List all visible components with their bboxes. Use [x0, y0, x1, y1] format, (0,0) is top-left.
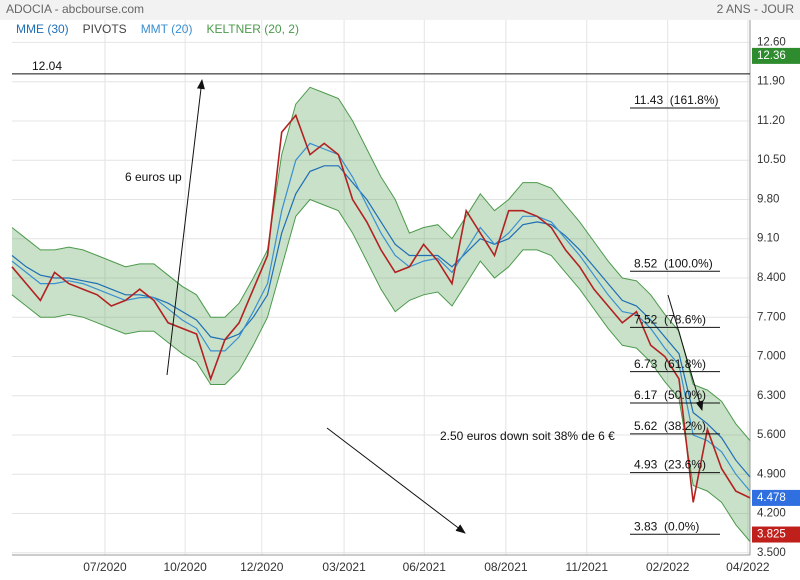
moving-average: [11, 142, 751, 492]
header-title: ADOCIA - abcbourse.com: [6, 2, 144, 16]
fib-label: 7.52 (78.6%): [634, 312, 706, 326]
legend-entry: PIVOTS: [83, 22, 127, 36]
keltner-lower: [11, 198, 751, 542]
price-marker: [752, 526, 800, 543]
fib-label: 8.52 (100.0%): [634, 256, 713, 270]
y-tick-label: 9.80: [757, 193, 779, 205]
y-tick-label: 7.000: [757, 351, 786, 363]
annotation: 2.50 euros down soit 38% de 6 €: [440, 429, 615, 443]
fib-label: 4.93 (23.6%): [634, 458, 706, 472]
x-tick-label: 08/2021: [484, 560, 528, 574]
y-tick-label: 10.50: [757, 154, 786, 166]
annotation: 6 euros up: [125, 170, 182, 184]
keltner-fill: [12, 87, 750, 542]
y-tick-label: 3.500: [757, 547, 786, 559]
y-tick-label: 6.300: [757, 390, 786, 402]
legend-entry: MME (30): [16, 22, 69, 36]
x-tick-label: 10/2020: [163, 560, 207, 574]
arrow: [166, 79, 205, 376]
arrow: [667, 294, 704, 411]
header-period: 2 ANS - JOUR: [717, 2, 795, 16]
fib-label: 3.83 (0.0%): [634, 519, 699, 533]
price-marker-label: 3.825: [757, 529, 786, 541]
legend-entry: KELTNER (20, 2): [206, 22, 298, 36]
plot-area: [11, 20, 751, 556]
x-tick-label: 06/2021: [403, 560, 447, 574]
y-tick-label: 4.900: [757, 468, 786, 480]
y-tick-label: 4.200: [757, 508, 786, 520]
x-tick-label: 04/2022: [726, 560, 770, 574]
x-tick-label: 03/2021: [322, 560, 366, 574]
y-tick-label: 12.60: [757, 36, 786, 48]
header-bar: [0, 0, 800, 20]
price-line: [11, 113, 751, 503]
x-tick-label: 12/2020: [240, 560, 284, 574]
fib-label: 6.17 (50.0%): [634, 388, 706, 402]
fib-label: 6.73 (61.8%): [634, 357, 706, 371]
price-marker: [752, 489, 800, 506]
y-tick-label: 11.90: [757, 76, 785, 88]
fib-label: 11.43 (161.8%): [634, 93, 719, 107]
x-tick-label: 11/2021: [566, 560, 609, 574]
legend-entry: MMT (20): [141, 22, 193, 36]
x-tick-label: 07/2020: [83, 560, 127, 574]
y-tick-label: 7.700: [757, 311, 786, 323]
fib-label: 5.62 (38.2%): [634, 419, 706, 433]
arrow: [326, 427, 466, 534]
moving-average: [11, 165, 751, 478]
keltner-upper: [11, 86, 751, 441]
y-tick-label: 9.10: [757, 233, 779, 245]
x-tick-label: 02/2022: [646, 560, 690, 574]
y-tick-label: 5.600: [757, 429, 786, 441]
price-marker-label: 12.36: [757, 50, 786, 62]
price-marker-label: 4.478: [757, 492, 786, 504]
price-marker: [752, 47, 800, 64]
hline-label: 12.04: [32, 59, 62, 73]
y-tick-label: 8.400: [757, 272, 786, 284]
y-tick-label: 11.20: [757, 115, 785, 127]
